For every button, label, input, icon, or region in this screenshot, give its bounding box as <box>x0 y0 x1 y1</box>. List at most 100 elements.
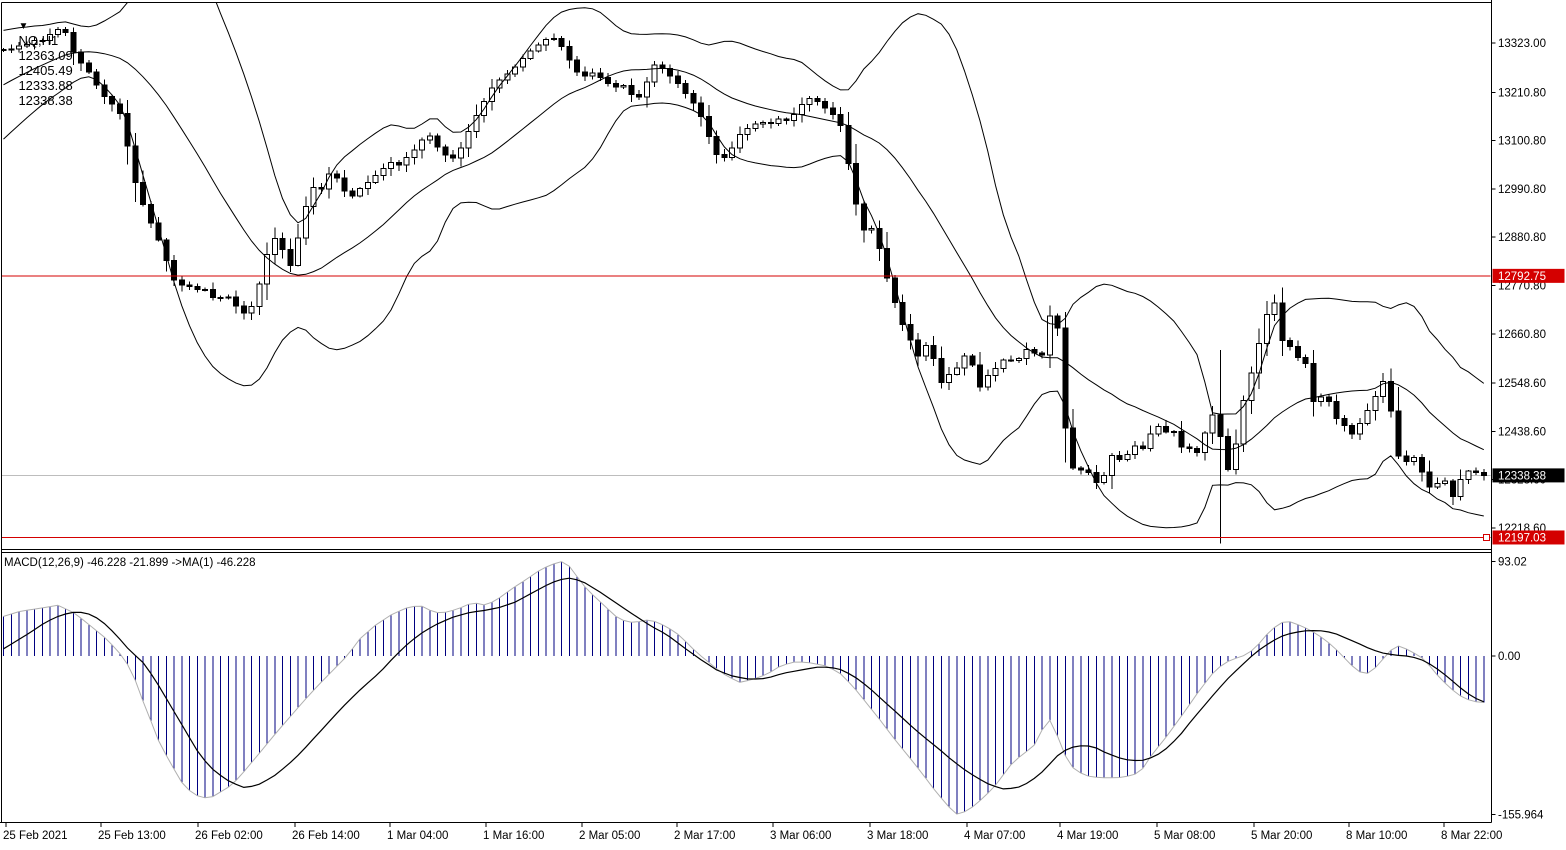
candle[interactable] <box>659 64 666 69</box>
candle[interactable] <box>147 203 154 224</box>
candle[interactable] <box>853 162 859 205</box>
candle[interactable] <box>713 136 720 155</box>
time-axis[interactable]: 25 Feb 2021 25 Feb 13:00 26 Feb 02:00 26 Fe… <box>3 822 1502 843</box>
collapse-triangle-icon[interactable]: ▼ <box>18 21 29 32</box>
candle[interactable] <box>651 64 658 83</box>
candle[interactable] <box>915 339 921 357</box>
candle[interactable] <box>264 253 270 285</box>
candle[interactable] <box>860 203 867 231</box>
candle[interactable] <box>1155 425 1162 435</box>
candle[interactable] <box>62 28 69 33</box>
candle[interactable] <box>512 66 518 75</box>
candle[interactable] <box>558 37 565 47</box>
candle[interactable] <box>1209 414 1216 434</box>
candle[interactable] <box>217 296 224 299</box>
candle[interactable] <box>1225 436 1231 470</box>
candle[interactable] <box>1132 445 1138 456</box>
candle[interactable] <box>946 373 952 383</box>
candle[interactable] <box>1302 356 1309 365</box>
candle[interactable] <box>1287 340 1293 348</box>
candle[interactable] <box>566 45 573 61</box>
candle[interactable] <box>1023 349 1030 360</box>
candle[interactable] <box>822 101 828 109</box>
candle[interactable] <box>1108 455 1115 477</box>
candle[interactable] <box>620 85 627 88</box>
candle[interactable] <box>698 102 704 117</box>
macd-panel[interactable] <box>3 561 1485 815</box>
candle[interactable] <box>930 345 937 360</box>
candle[interactable] <box>1093 472 1100 484</box>
candle[interactable] <box>744 128 751 135</box>
candle[interactable] <box>1341 418 1348 426</box>
candle[interactable] <box>1139 445 1146 449</box>
candle[interactable] <box>488 87 495 102</box>
candle[interactable] <box>845 124 852 164</box>
candle[interactable] <box>1054 315 1061 329</box>
candle[interactable] <box>1147 433 1154 449</box>
candle[interactable] <box>628 85 635 96</box>
candle[interactable] <box>349 190 356 197</box>
candle[interactable] <box>752 123 759 130</box>
candle[interactable] <box>1380 380 1386 397</box>
candle[interactable] <box>1418 456 1425 473</box>
candle[interactable] <box>395 162 402 166</box>
candle[interactable] <box>682 83 689 94</box>
candle[interactable] <box>1178 431 1185 448</box>
candle[interactable] <box>380 168 387 177</box>
candle[interactable] <box>760 121 766 125</box>
candle[interactable] <box>1395 410 1402 457</box>
candle[interactable] <box>1349 424 1355 435</box>
candle[interactable] <box>729 147 735 159</box>
candle[interactable] <box>806 98 813 106</box>
candle[interactable] <box>527 50 534 60</box>
candle[interactable] <box>736 133 743 149</box>
candle[interactable] <box>791 113 797 121</box>
candle[interactable] <box>1263 314 1270 344</box>
candle[interactable] <box>1194 447 1200 453</box>
candle[interactable] <box>690 92 697 104</box>
candle[interactable] <box>388 162 394 170</box>
candle[interactable] <box>961 355 968 369</box>
candle[interactable] <box>1294 346 1301 358</box>
candle[interactable] <box>271 238 278 255</box>
candle[interactable] <box>814 98 821 103</box>
candle[interactable] <box>783 118 790 121</box>
candle[interactable] <box>202 289 208 292</box>
candle[interactable] <box>519 58 526 68</box>
candle[interactable] <box>1279 302 1286 342</box>
candle[interactable] <box>364 181 371 190</box>
candle[interactable] <box>310 186 317 208</box>
candle[interactable] <box>357 188 363 197</box>
candle[interactable] <box>597 72 604 79</box>
candle[interactable] <box>248 306 255 314</box>
candle[interactable] <box>419 139 425 151</box>
candle[interactable] <box>411 149 418 159</box>
candle[interactable] <box>1465 470 1472 480</box>
candle[interactable] <box>504 73 511 81</box>
candle[interactable] <box>1318 396 1324 403</box>
candle[interactable] <box>1000 359 1007 369</box>
candle[interactable] <box>442 146 449 156</box>
candle[interactable] <box>333 173 340 179</box>
candle[interactable] <box>8 48 15 51</box>
candle[interactable] <box>1356 423 1363 435</box>
candle[interactable] <box>977 364 983 388</box>
candle[interactable] <box>178 279 185 286</box>
candle[interactable] <box>1457 478 1464 498</box>
candle[interactable] <box>721 153 728 159</box>
candle[interactable] <box>225 296 232 299</box>
candle[interactable] <box>1426 471 1433 488</box>
candle[interactable] <box>140 182 146 205</box>
candle[interactable] <box>1333 401 1340 420</box>
candle[interactable] <box>767 121 774 125</box>
candle[interactable] <box>1124 454 1131 461</box>
candle[interactable] <box>23 44 30 47</box>
candle[interactable] <box>1163 425 1169 433</box>
candle[interactable] <box>938 358 945 383</box>
candle[interactable] <box>1325 396 1332 403</box>
candle[interactable] <box>341 177 348 192</box>
candle[interactable] <box>295 237 301 266</box>
candle[interactable] <box>1449 480 1456 498</box>
candle[interactable] <box>372 175 379 183</box>
candle[interactable] <box>109 95 115 105</box>
